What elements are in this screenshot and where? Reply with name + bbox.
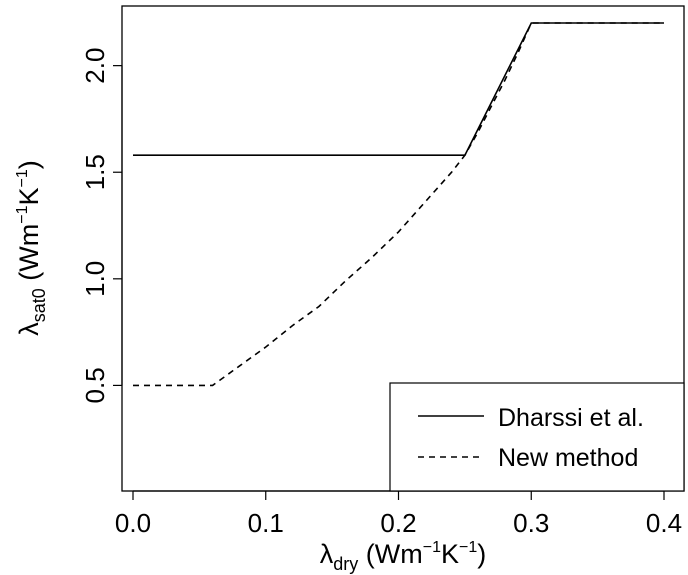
x-tick-label: 0.4 [646, 508, 682, 538]
x-tick-label: 0.3 [513, 508, 549, 538]
y-tick-label: 1.0 [80, 261, 110, 297]
y-tick-label: 2.0 [80, 48, 110, 84]
legend: Dharssi et al. New method [389, 382, 685, 492]
y-tick-label: 1.5 [80, 154, 110, 190]
legend-label-dharssi: Dharssi et al. [498, 404, 644, 432]
legend-box [389, 382, 685, 492]
y-axis: 0.5 1.0 1.5 2.0 [80, 48, 123, 403]
y-tick-label: 0.5 [80, 367, 110, 403]
x-tick-label: 0.0 [115, 508, 151, 538]
legend-label-new-method: New method [498, 444, 638, 472]
series-lines [133, 22, 664, 387]
x-axis: 0.0 0.1 0.2 0.3 0.4 [115, 490, 682, 538]
x-tick-label: 0.2 [380, 508, 416, 538]
y-axis-label: λsat0 (Wm−1K−1) [14, 160, 49, 336]
series-line-dharssi [133, 22, 664, 156]
series-line-new-method [133, 22, 664, 387]
x-axis-label: λdry (Wm−1K−1) [320, 539, 487, 574]
x-tick-label: 0.1 [248, 508, 284, 538]
